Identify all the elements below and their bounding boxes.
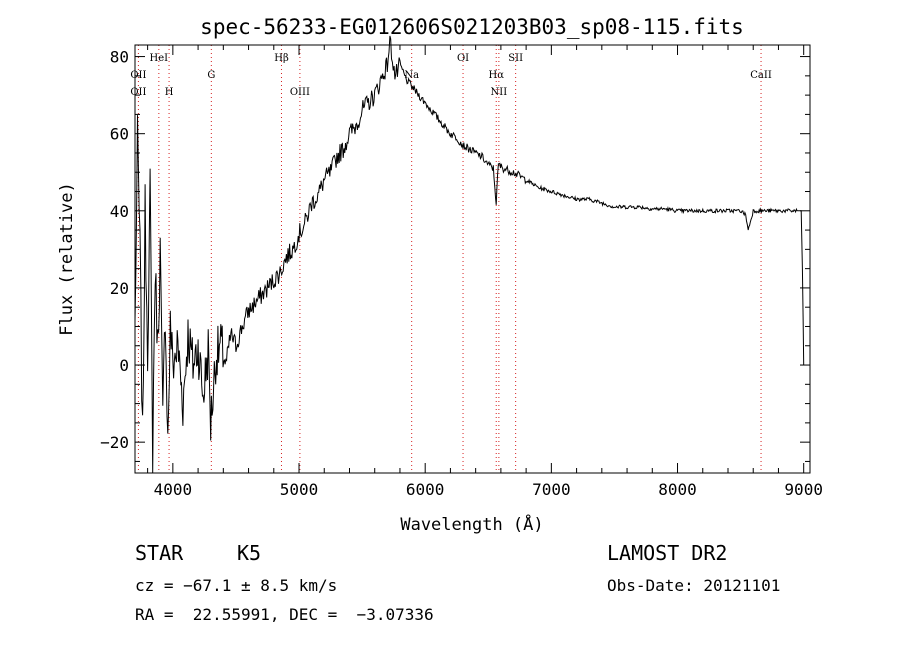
line-label-8: Hα <box>488 70 504 81</box>
y-tick-label: 60 <box>110 125 129 144</box>
line-label-7: OI <box>457 53 469 64</box>
y-tick-label: 40 <box>110 202 129 221</box>
x-tick-label: 6000 <box>406 480 445 499</box>
spectrum-series <box>134 35 805 474</box>
obs-date-text: Obs-Date: 20121101 <box>607 576 781 595</box>
y-tick-label: 80 <box>110 48 129 67</box>
line-label-4: Hβ <box>274 53 289 64</box>
plot-frame <box>134 44 811 474</box>
line-label-5: OIII <box>290 87 310 98</box>
velocity-text: cz = −67.1 ± 8.5 km/s <box>135 576 338 595</box>
y-tick-label: −20 <box>100 433 129 452</box>
x-tick-label: 4000 <box>154 480 193 499</box>
object-subclass: K5 <box>237 541 262 565</box>
x-tick-label: 5000 <box>280 480 319 499</box>
x-tick-label: 9000 <box>784 480 823 499</box>
y-tick-label: 0 <box>119 356 129 375</box>
line-label-10: SII <box>508 53 523 64</box>
chart-title: spec-56233-EG012606S021203B03_sp08-115.f… <box>200 15 744 39</box>
line-label-6: Na <box>404 70 419 81</box>
x-tick-label: 8000 <box>658 480 697 499</box>
x-axis-label: Wavelength (Å) <box>400 513 543 535</box>
line-label-11: CaII <box>750 70 772 81</box>
y-tick-label: 20 <box>110 279 129 298</box>
x-axis: 4000 5000 6000 7000 8000 9000 <box>147 45 823 499</box>
line-label-9: NII <box>491 87 508 98</box>
survey-name: LAMOST DR2 <box>607 541 728 565</box>
line-label-1: HeI <box>150 53 169 64</box>
line-label-3: G <box>207 70 215 81</box>
y-axis-label: Flux (relative) <box>57 182 77 336</box>
line-label-oii-lower: OII <box>130 87 146 98</box>
object-class: STAR <box>135 541 184 565</box>
y-axis: −20 0 20 40 60 80 <box>100 48 810 462</box>
spectrum-line <box>134 35 805 474</box>
coords-text: RA = 22.55991, DEC = −3.07336 <box>135 605 434 624</box>
x-tick-label: 7000 <box>532 480 571 499</box>
line-label-2: H <box>165 87 174 98</box>
